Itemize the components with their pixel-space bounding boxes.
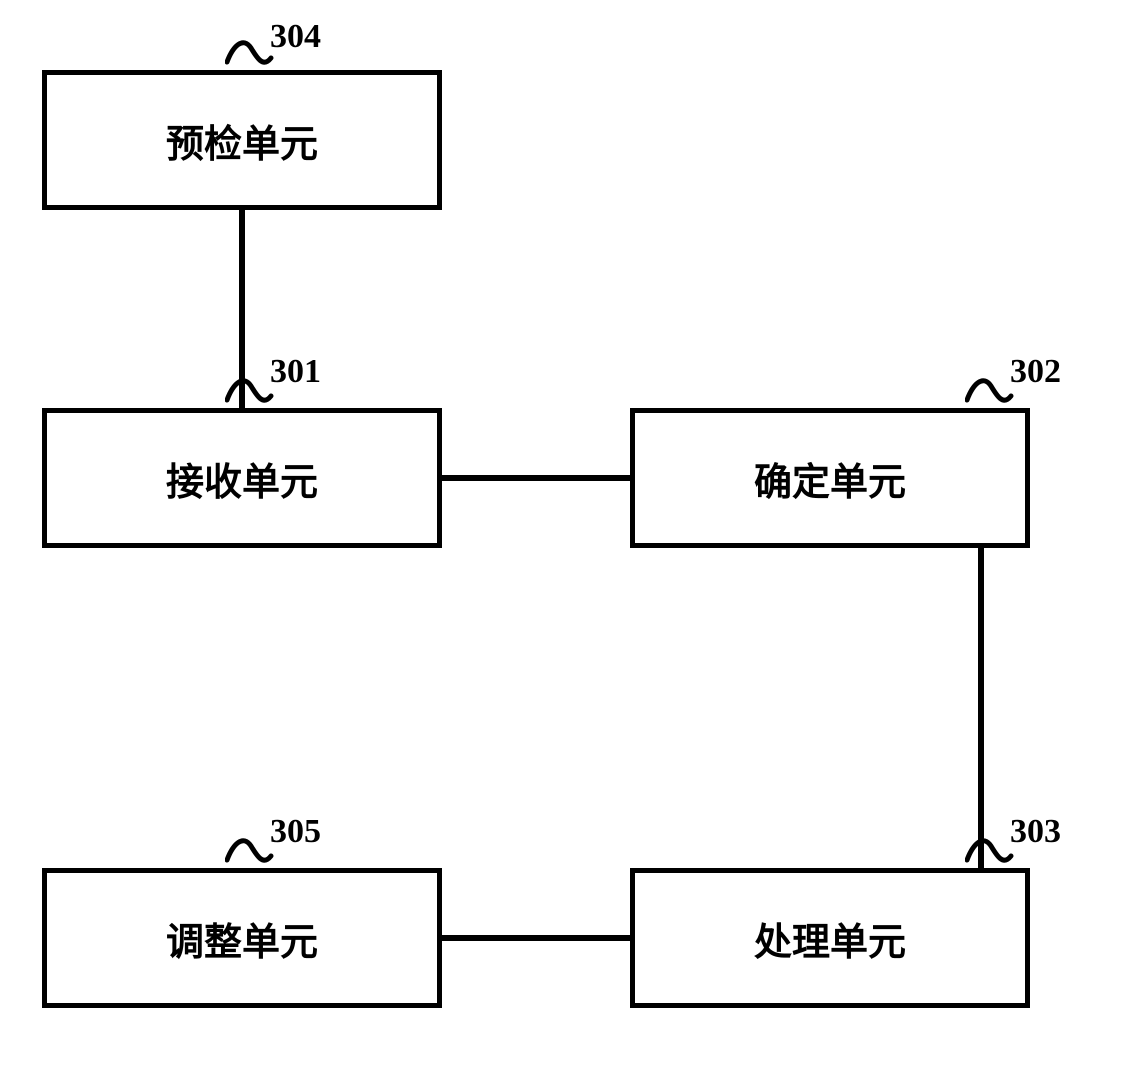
- node-determine-unit: 确定单元: [630, 408, 1030, 548]
- node-receive-unit: 接收单元: [42, 408, 442, 548]
- node-precheck-unit-label: 预检单元: [166, 113, 318, 168]
- edge-304-301: [239, 210, 245, 408]
- squiggle-path: [967, 841, 1011, 860]
- edge-302-303: [978, 548, 984, 868]
- ref-num-304: 304: [270, 18, 321, 56]
- node-process-unit-label: 处理单元: [754, 911, 906, 966]
- ref-num-301: 301: [270, 353, 321, 391]
- squiggle-icon: [965, 378, 1015, 410]
- node-adjust-unit: 调整单元: [42, 868, 442, 1008]
- squiggle-path: [227, 841, 271, 860]
- squiggle-path: [967, 381, 1011, 400]
- diagram-canvas: 预检单元 304 接收单元 301 确定单元 302 调整单元 305 处理单元…: [0, 0, 1142, 1071]
- edge-303-305: [442, 935, 630, 941]
- squiggle-path: [227, 43, 271, 62]
- squiggle-icon: [225, 378, 275, 410]
- edge-301-302: [442, 475, 630, 481]
- node-receive-unit-label: 接收单元: [166, 451, 318, 506]
- ref-num-303: 303: [1010, 813, 1061, 851]
- node-precheck-unit: 预检单元: [42, 70, 442, 210]
- node-determine-unit-label: 确定单元: [754, 451, 906, 506]
- ref-num-302: 302: [1010, 353, 1061, 391]
- node-process-unit: 处理单元: [630, 868, 1030, 1008]
- squiggle-icon: [965, 838, 1015, 870]
- squiggle-path: [227, 381, 271, 400]
- ref-num-305: 305: [270, 813, 321, 851]
- node-adjust-unit-label: 调整单元: [166, 911, 318, 966]
- squiggle-icon: [225, 838, 275, 870]
- squiggle-icon: [225, 40, 275, 72]
